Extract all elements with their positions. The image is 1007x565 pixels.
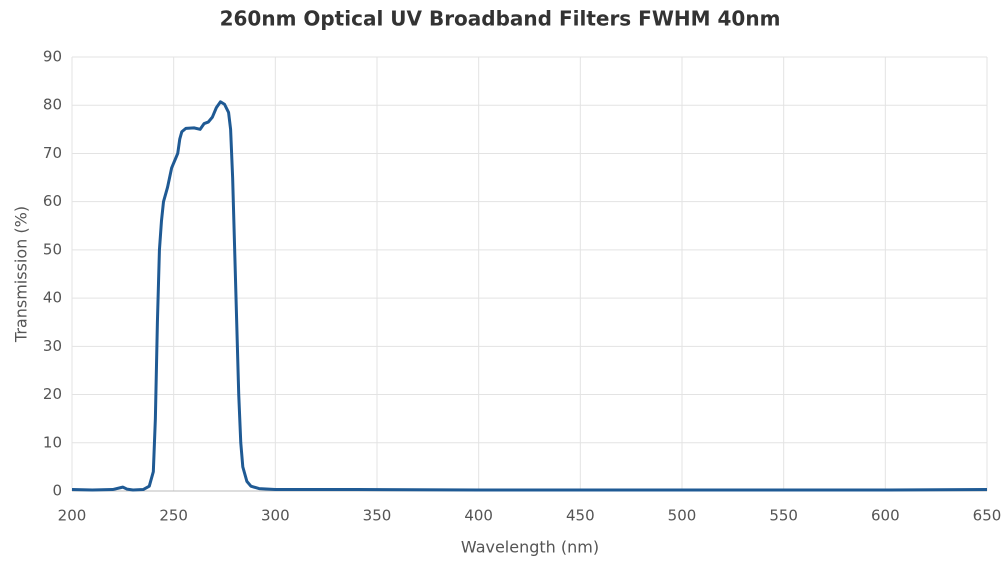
y-tick-label: 60 <box>43 192 62 210</box>
y-tick-label: 80 <box>43 96 62 114</box>
y-tick-label: 50 <box>43 240 62 258</box>
y-tick-label: 30 <box>43 337 62 355</box>
x-tick-label: 250 <box>159 507 188 525</box>
y-axis-label: Transmission (%) <box>12 206 31 343</box>
x-tick-label: 450 <box>566 507 595 525</box>
y-tick-label: 20 <box>43 385 62 403</box>
x-tick-label: 500 <box>668 507 697 525</box>
x-tick-label: 200 <box>58 507 87 525</box>
y-tick-label: 90 <box>43 48 62 66</box>
y-tick-label: 10 <box>43 433 62 451</box>
x-tick-label: 650 <box>973 507 1002 525</box>
y-tick-label: 0 <box>52 482 62 500</box>
y-tick-label: 40 <box>43 289 62 307</box>
y-tick-label: 70 <box>43 144 62 162</box>
x-tick-label: 550 <box>769 507 798 525</box>
x-tick-label: 600 <box>871 507 900 525</box>
chart-title: 260nm Optical UV Broadband Filters FWHM … <box>220 7 781 31</box>
x-tick-label: 350 <box>363 507 392 525</box>
x-axis-label: Wavelength (nm) <box>461 538 599 557</box>
x-tick-label: 400 <box>464 507 493 525</box>
data-line <box>71 100 988 492</box>
x-tick-label: 300 <box>261 507 290 525</box>
